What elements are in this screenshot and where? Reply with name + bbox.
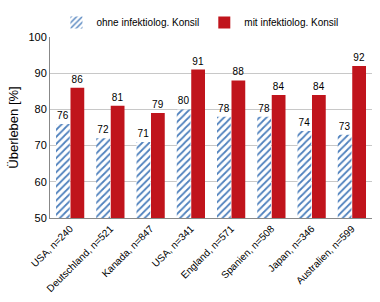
- svg-text:78: 78: [218, 103, 230, 114]
- svg-text:80: 80: [178, 95, 190, 106]
- svg-text:Deutschland, n=521: Deutschland, n=521: [44, 223, 115, 294]
- svg-text:90: 90: [35, 67, 47, 79]
- svg-text:50: 50: [35, 212, 47, 224]
- svg-text:70: 70: [35, 139, 47, 151]
- svg-text:91: 91: [192, 56, 204, 67]
- svg-text:92: 92: [353, 52, 365, 63]
- svg-text:71: 71: [138, 128, 150, 139]
- svg-text:79: 79: [152, 99, 164, 110]
- svg-text:ohne infektiolog. Konsil: ohne infektiolog. Konsil: [96, 17, 199, 28]
- svg-text:76: 76: [57, 110, 69, 121]
- svg-text:86: 86: [72, 74, 84, 85]
- svg-text:mit infektiolog. Konsil: mit infektiolog. Konsil: [244, 17, 338, 28]
- svg-text:84: 84: [273, 81, 285, 92]
- svg-text:Überleben [%]: Überleben [%]: [6, 86, 21, 168]
- svg-text:Japan, n=346: Japan, n=346: [266, 223, 317, 274]
- svg-text:72: 72: [97, 124, 109, 135]
- svg-text:England, n=571: England, n=571: [179, 223, 237, 281]
- svg-text:74: 74: [299, 117, 311, 128]
- svg-text:Spanien, n=508: Spanien, n=508: [219, 223, 277, 281]
- svg-text:100: 100: [28, 31, 46, 43]
- svg-text:78: 78: [258, 103, 270, 114]
- svg-text:Kanada, n=847: Kanada, n=847: [100, 223, 156, 279]
- svg-text:USA, n=240: USA, n=240: [29, 223, 75, 269]
- svg-text:USA, n=341: USA, n=341: [150, 223, 196, 269]
- svg-text:84: 84: [313, 81, 325, 92]
- svg-text:Australien, n=599: Australien, n=599: [294, 223, 357, 286]
- svg-text:88: 88: [233, 66, 245, 77]
- svg-text:73: 73: [339, 121, 351, 132]
- svg-text:60: 60: [35, 176, 47, 188]
- svg-text:81: 81: [112, 92, 124, 103]
- svg-text:80: 80: [35, 103, 47, 115]
